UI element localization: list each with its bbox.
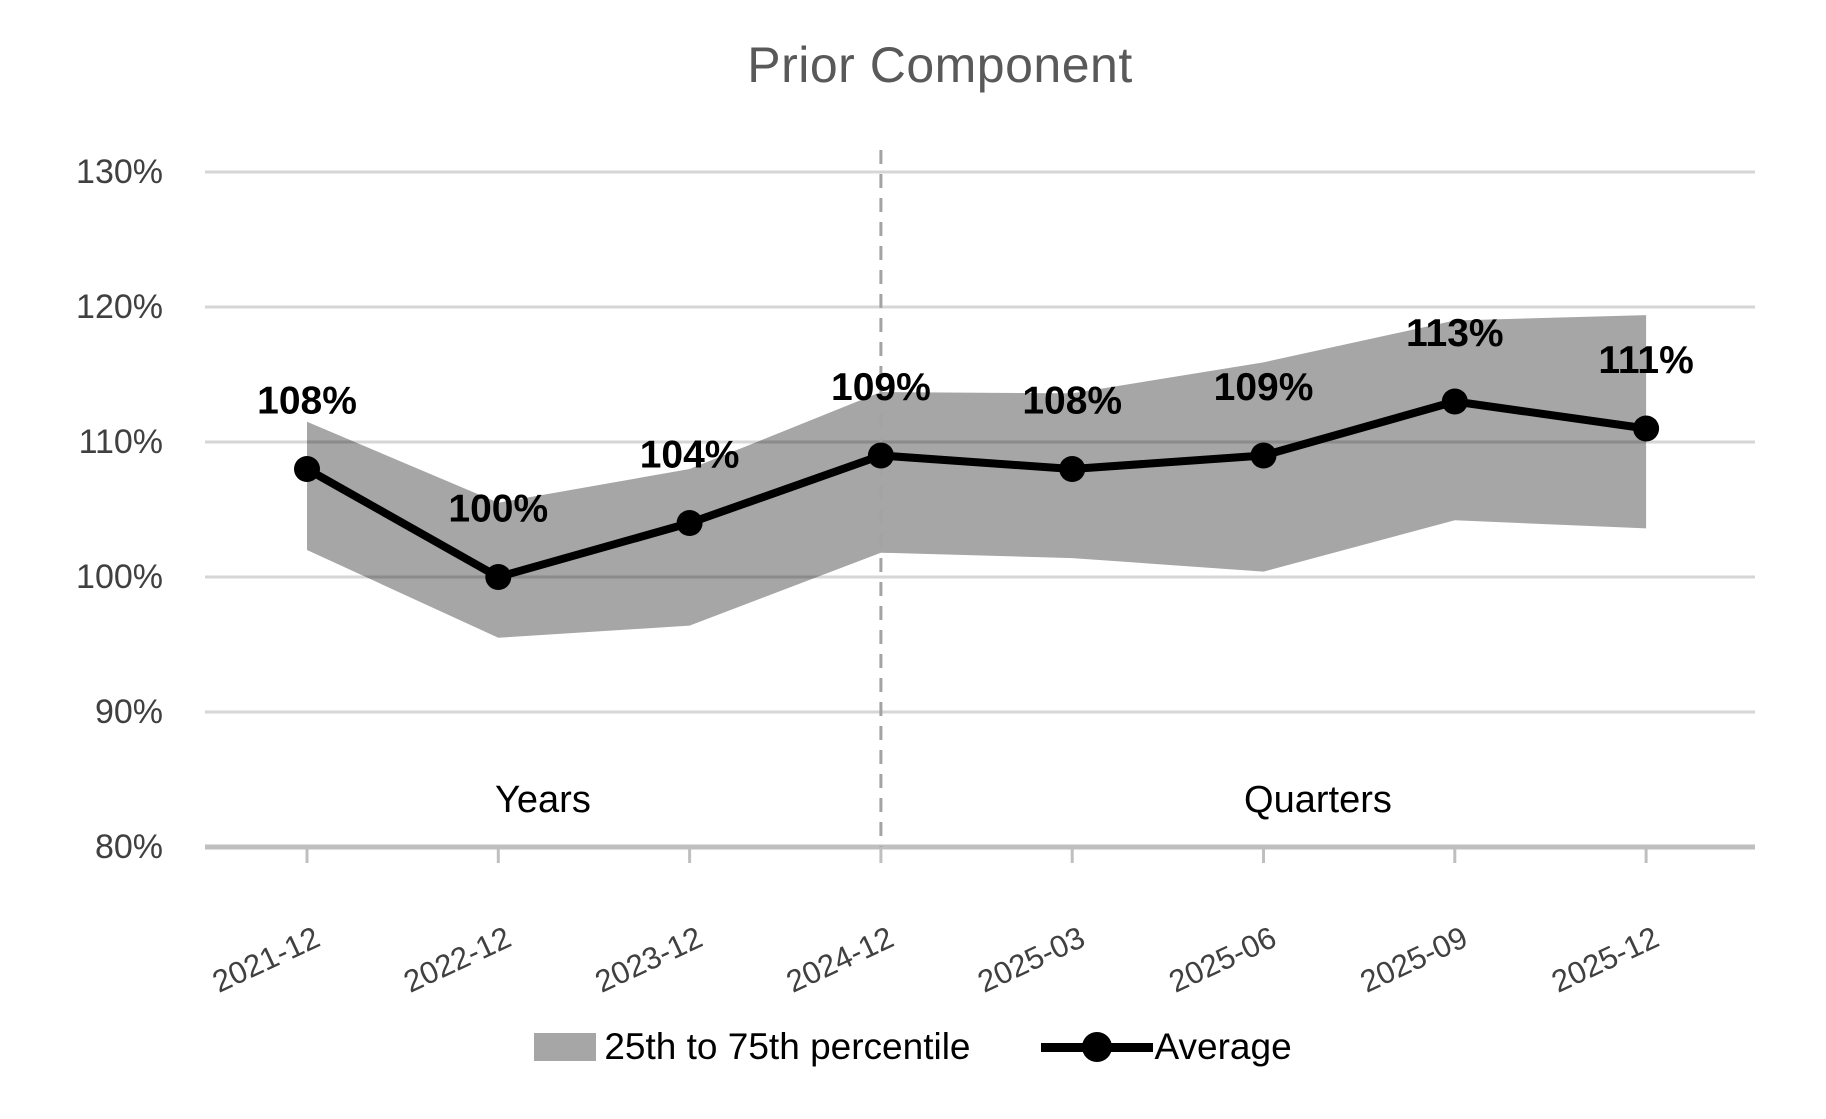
average-data-point <box>294 456 320 482</box>
average-line <box>303 397 1651 581</box>
average-data-point <box>1059 456 1086 482</box>
average-data-point <box>1441 388 1468 415</box>
legend: 25th to 75th percentile Average <box>0 1026 1826 1068</box>
data-label: 113% <box>1406 312 1504 355</box>
average-data-point <box>867 442 894 469</box>
legend-item-percentile-band: 25th to 75th percentile <box>534 1026 971 1068</box>
legend-label-average: Average <box>1154 1026 1292 1067</box>
x-axis-label: 2025-12 <box>1546 920 1664 1000</box>
data-label: 109% <box>831 366 931 409</box>
data-label: 111% <box>1598 339 1693 382</box>
legend-label-percentile: 25th to 75th percentile <box>604 1026 971 1067</box>
y-axis-label: 120% <box>76 288 163 326</box>
data-label: 109% <box>1214 366 1314 409</box>
section-label-years: Years <box>495 779 591 821</box>
data-label: 100% <box>448 488 548 531</box>
data-label: 108% <box>1022 380 1122 423</box>
percentile-band-area <box>307 315 1647 638</box>
average-data-point <box>676 510 703 536</box>
y-axis-label: 110% <box>79 423 163 461</box>
x-axis-label: 2025-06 <box>1164 920 1282 1000</box>
y-axis-label: 130% <box>76 153 163 191</box>
y-axis-label: 80% <box>95 828 163 866</box>
average-data-point <box>1250 442 1277 469</box>
legend-item-average: Average <box>1040 1026 1292 1068</box>
average-line-marker-icon <box>1040 1032 1153 1062</box>
y-axis-label: 90% <box>95 693 163 731</box>
x-axis-label: 2023-12 <box>590 920 708 1000</box>
data-label: 108% <box>257 380 357 423</box>
x-axis-label: 2021-12 <box>207 920 325 1000</box>
chart-title: Prior Component <box>747 37 1133 93</box>
average-data-point <box>1633 415 1660 442</box>
x-axis-label: 2022-12 <box>398 920 516 1000</box>
percentile-band-swatch-icon <box>534 1033 597 1061</box>
section-label-quarters: Quarters <box>1244 779 1392 821</box>
x-axis-label: 2024-12 <box>781 920 899 1000</box>
x-axis-label: 2025-03 <box>972 920 1090 1000</box>
data-label: 104% <box>640 434 740 477</box>
y-axis-label: 100% <box>76 558 163 596</box>
average-data-point <box>485 564 512 590</box>
x-axis-label: 2025-09 <box>1355 920 1473 1000</box>
